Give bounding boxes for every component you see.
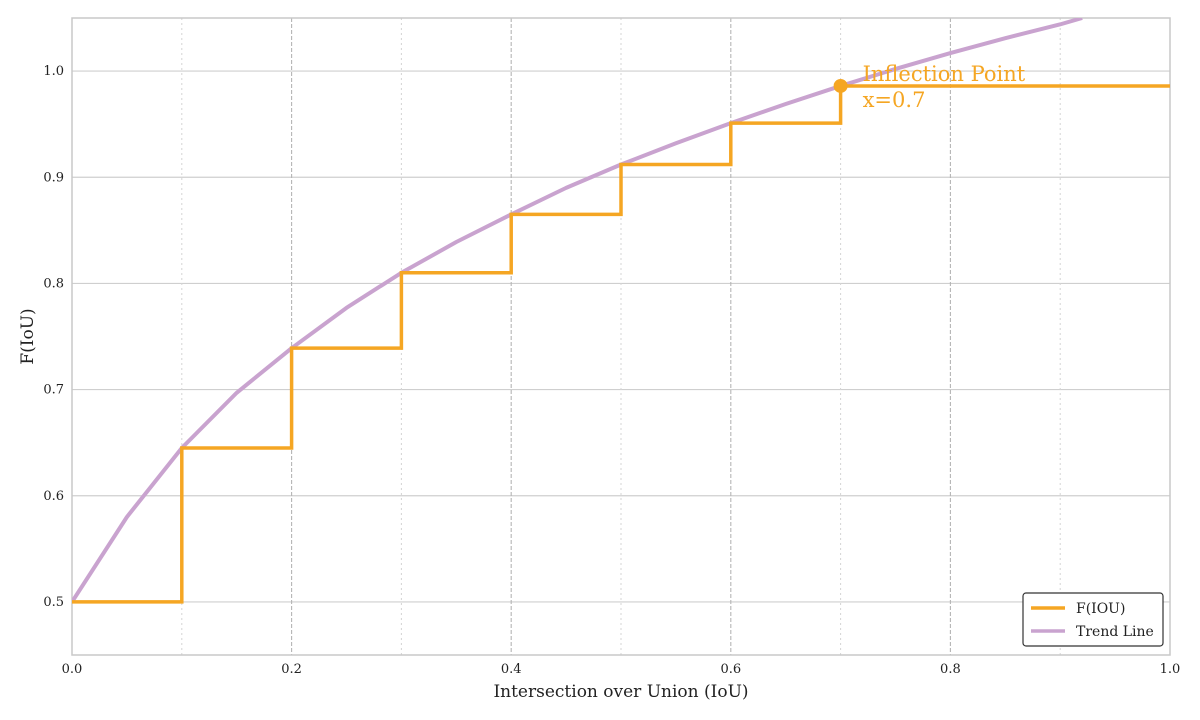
inflection-point-x-label: x=0.7 bbox=[863, 88, 926, 112]
y-tick-label: 0.5 bbox=[43, 595, 64, 610]
plot-frame bbox=[71, 17, 1171, 656]
x-tick-label: 0.4 bbox=[501, 662, 522, 677]
x-tick-label: 0.0 bbox=[62, 662, 83, 677]
y-axis-label: F(IoU) bbox=[18, 308, 38, 364]
y-tick-label: 0.9 bbox=[43, 170, 64, 185]
legend: F(IOU) Trend Line bbox=[1022, 592, 1164, 647]
y-tick-label: 0.6 bbox=[43, 489, 64, 504]
x-axis-label: Intersection over Union (IoU) bbox=[493, 682, 748, 702]
trend-line bbox=[72, 18, 1083, 604]
y-tick-label: 0.8 bbox=[43, 276, 64, 291]
y-tick-label: 1.0 bbox=[43, 64, 64, 79]
series-layer bbox=[72, 18, 1170, 604]
inflection-point-marker bbox=[833, 78, 848, 93]
x-tick-label: 0.8 bbox=[940, 662, 961, 677]
x-tick-label: 1.0 bbox=[1160, 662, 1181, 677]
annotation: Inflection Point x=0.7 bbox=[833, 62, 1026, 112]
legend-label-f-iou: F(IOU) bbox=[1076, 601, 1125, 617]
x-tick-label: 0.2 bbox=[281, 662, 302, 677]
f-iou-step-line bbox=[72, 84, 1170, 604]
tick-labels: 0.0 0.2 0.4 0.6 0.8 1.0 0.5 0.6 0.7 0.8 0.9 1.0 bbox=[43, 64, 1180, 677]
y-tick-label: 0.7 bbox=[43, 383, 64, 398]
legend-label-trend-line: Trend Line bbox=[1076, 624, 1154, 640]
inflection-point-label: Inflection Point bbox=[863, 62, 1026, 86]
x-tick-label: 0.6 bbox=[720, 662, 741, 677]
grid bbox=[72, 18, 1170, 655]
